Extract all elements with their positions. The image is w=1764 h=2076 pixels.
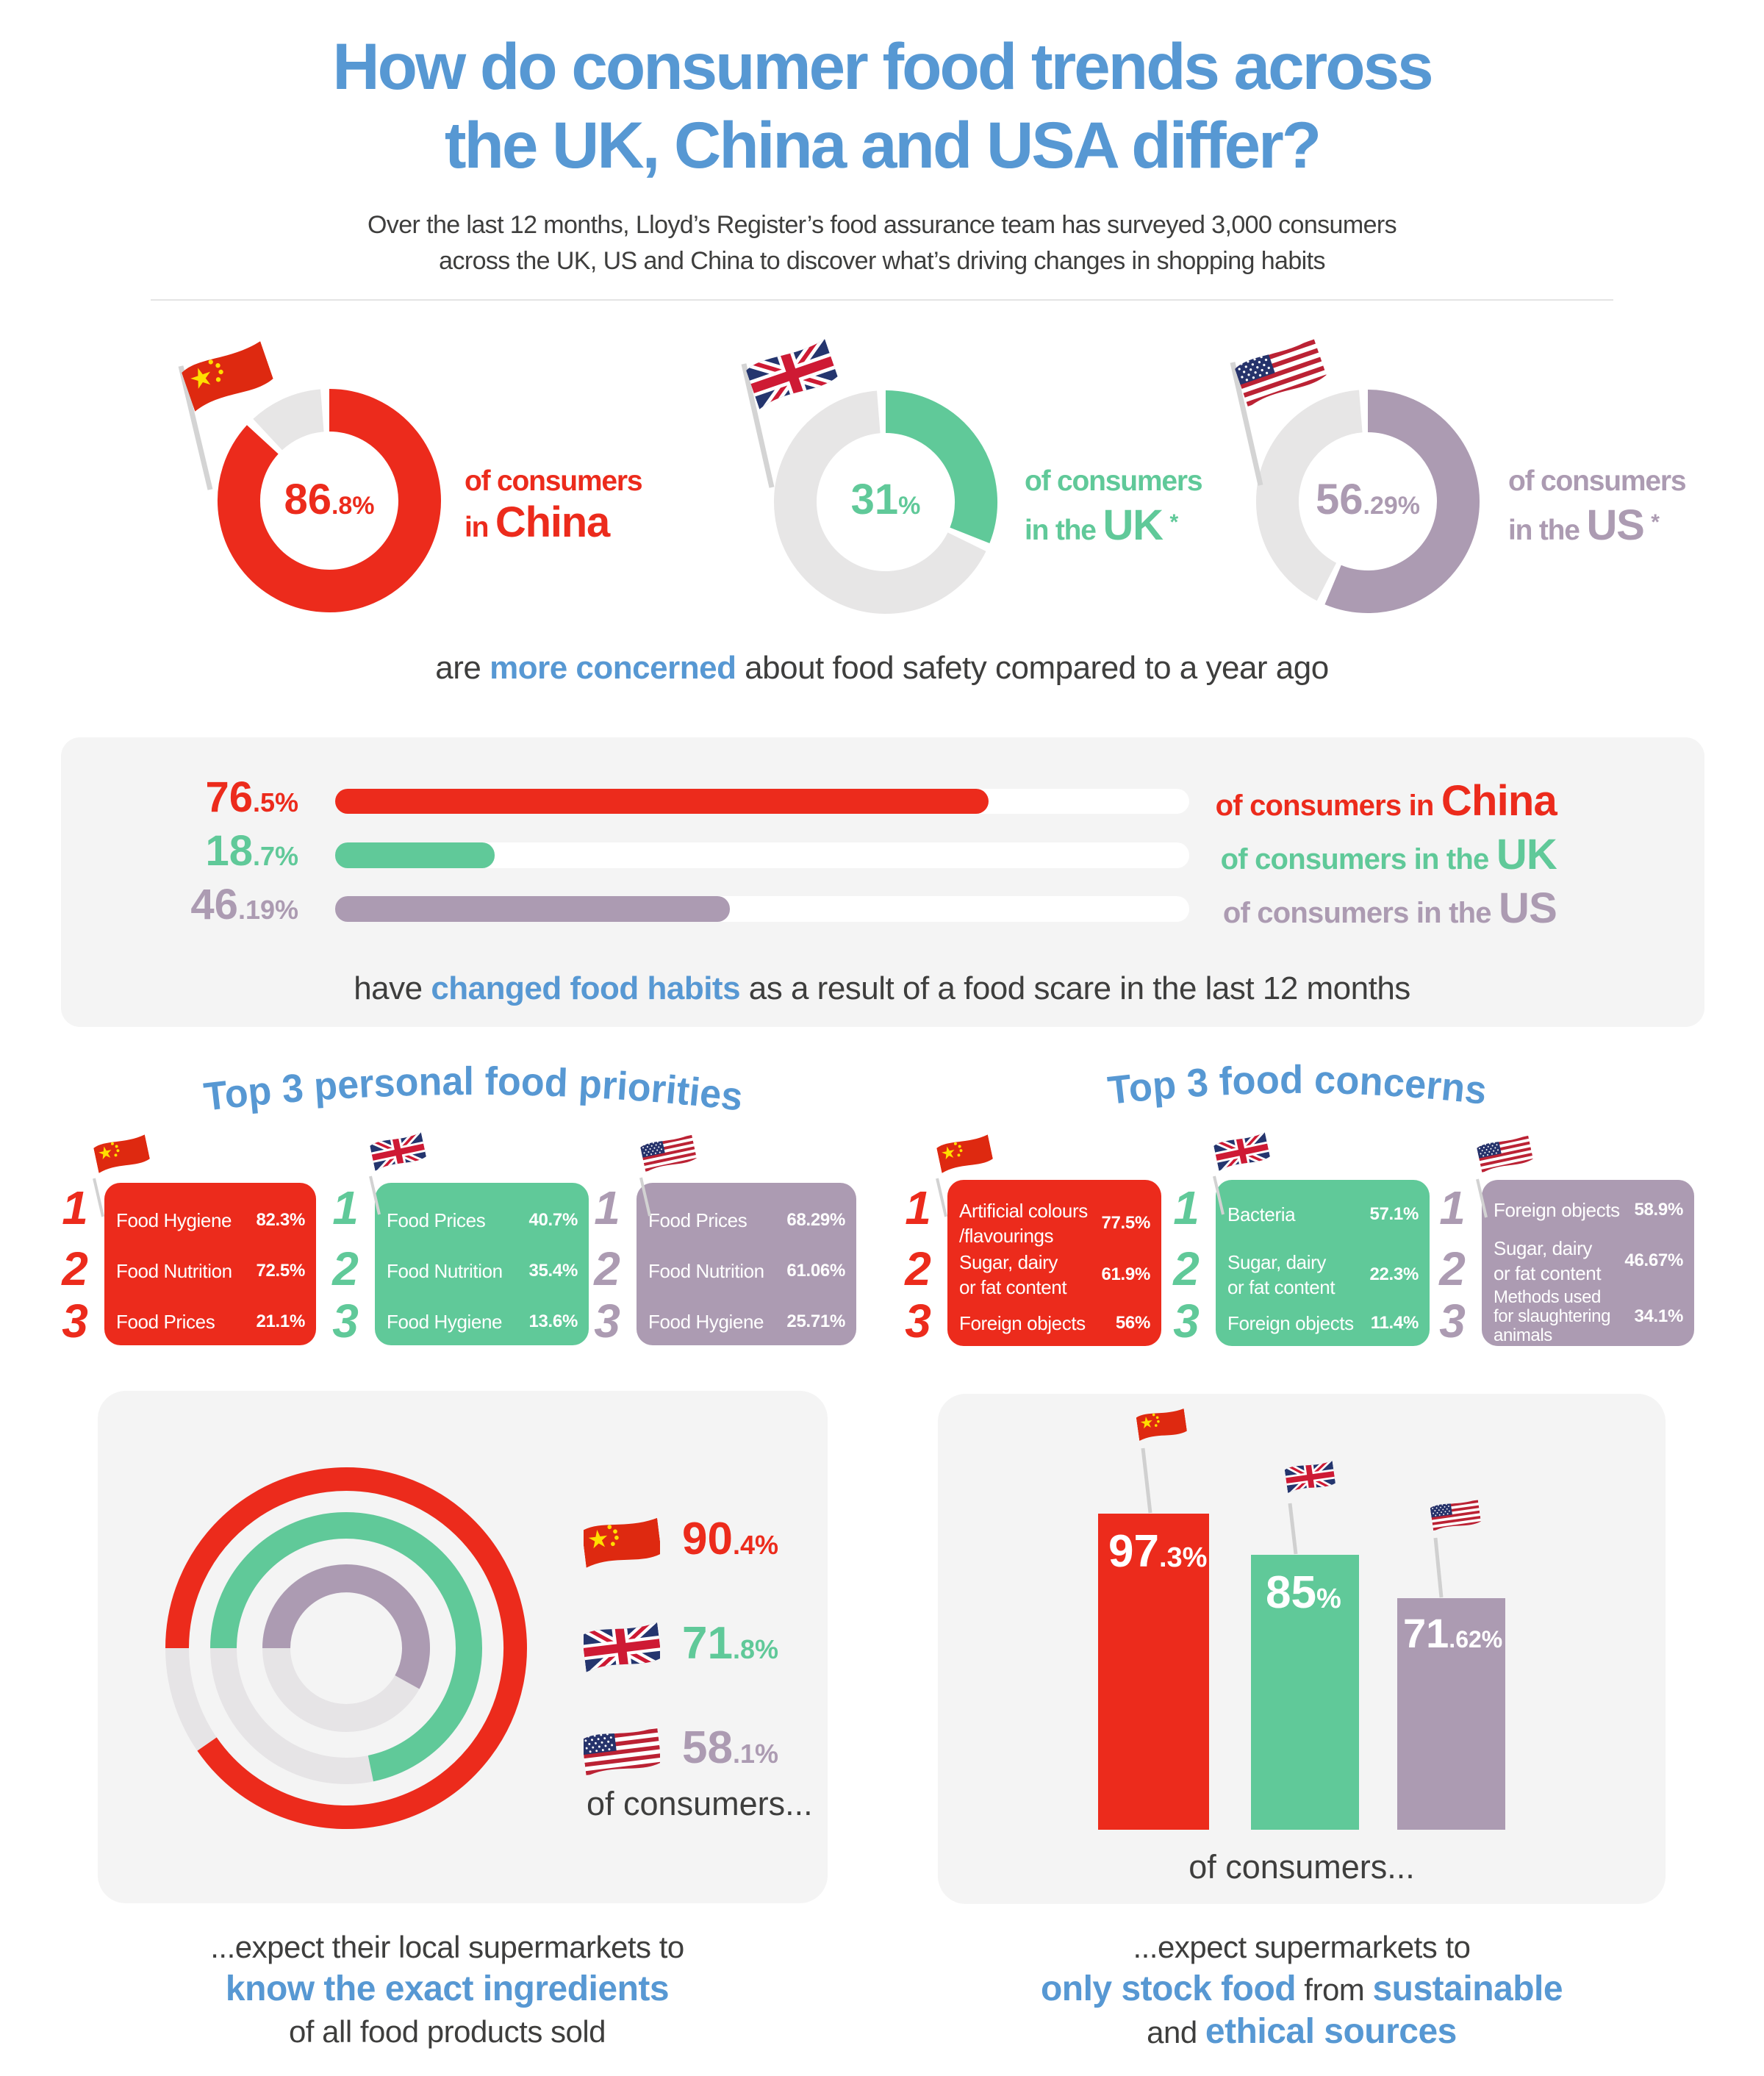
- svg-text:Top 3 food concerns: Top 3 food concerns: [1105, 1058, 1488, 1113]
- svg-text:Top 3 personal food priorities: Top 3 personal food priorities: [201, 1059, 745, 1120]
